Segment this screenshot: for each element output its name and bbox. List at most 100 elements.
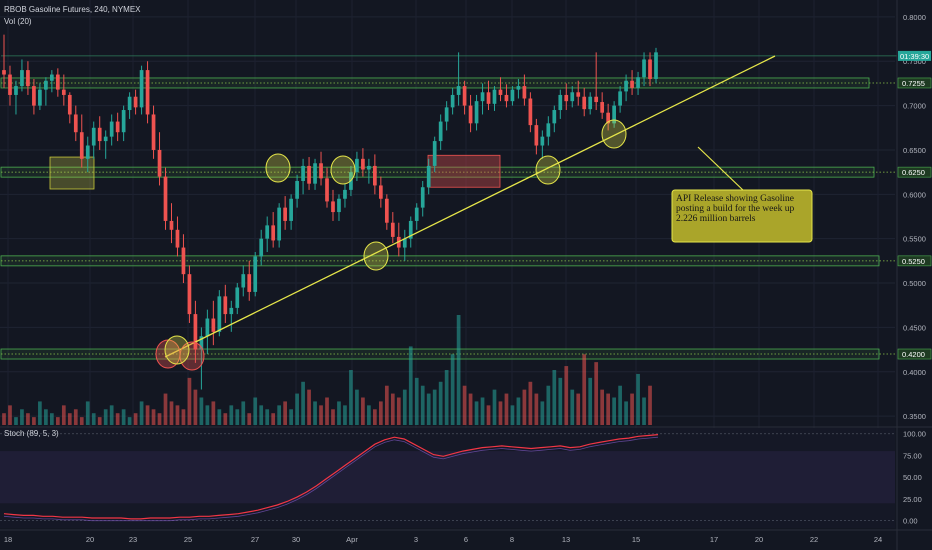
volume-bar [307, 389, 311, 425]
volume-bar [373, 409, 377, 425]
volume-bar [636, 373, 640, 425]
volume-bar [127, 417, 132, 425]
candle-body [127, 96, 132, 111]
chart-title: RBOB Gasoline Futures, 240, NYMEX [4, 5, 141, 14]
volume-bar [528, 381, 533, 425]
volume-bar [355, 389, 359, 425]
volume-bar [277, 405, 282, 425]
time-tick-label: 25 [184, 535, 192, 544]
volume-bar [14, 417, 18, 425]
touch-point-circle [601, 119, 627, 149]
volume-bar [450, 354, 455, 425]
touch-point-circle [265, 153, 291, 183]
level-price-label: 0.5250 [902, 257, 925, 266]
stoch-pane-background [0, 428, 895, 528]
stochastic-pane [0, 426, 932, 528]
candle-body [654, 52, 658, 79]
volume-bars [2, 315, 652, 425]
candle-body [331, 201, 335, 213]
volume-bar [55, 417, 60, 425]
candle-body [103, 136, 108, 142]
candle-body [582, 96, 587, 110]
volume-bar [181, 409, 186, 425]
price-tick-label: 0.4500 [903, 323, 926, 332]
time-tick-label: 15 [632, 535, 640, 544]
candle-body [570, 92, 575, 102]
volume-bar [522, 389, 527, 425]
volume-bar [516, 397, 521, 425]
candle-body [79, 132, 84, 159]
volume-bar [103, 409, 108, 425]
candle-body [151, 114, 156, 150]
volume-bar [151, 409, 156, 425]
volume-bar [67, 413, 72, 425]
trendline [164, 55, 776, 358]
current-time-label: 01:39:30 [900, 52, 929, 61]
volume-bar [414, 377, 419, 425]
volume-bar [259, 405, 264, 425]
volume-bar [265, 409, 270, 425]
candle-body [624, 80, 628, 92]
candle-body [115, 121, 120, 133]
volume-bar [462, 385, 467, 425]
volume-bar [558, 377, 563, 425]
time-tick-label: 20 [755, 535, 763, 544]
volume-bar [361, 397, 365, 425]
candle-body [295, 181, 299, 199]
candle-body [468, 105, 473, 124]
candle-body [558, 94, 563, 111]
candle-body [367, 165, 371, 170]
candle-body [378, 185, 383, 199]
candle-body [289, 198, 293, 221]
volume-bar [61, 405, 66, 425]
candle-body [618, 91, 622, 106]
volume-bar [408, 346, 413, 425]
volume-bar [319, 405, 323, 425]
candle-body [8, 74, 12, 95]
volume-bar [588, 377, 593, 425]
yellow-highlight-box [49, 156, 95, 190]
candle-body [510, 89, 515, 102]
volume-bar [157, 413, 162, 425]
level-price-tag [897, 166, 932, 178]
volume-bar [193, 389, 198, 425]
candle-body [145, 70, 150, 115]
candle-body [109, 121, 114, 137]
candle-body [361, 158, 365, 170]
candle-body [600, 102, 605, 113]
volume-bar [97, 417, 102, 425]
candle-body [408, 220, 413, 239]
support-resistance-zones [0, 55, 897, 360]
candle-body [97, 127, 102, 142]
stoch-indicator-label: Stoch (89, 5, 3) [4, 429, 59, 438]
candle-body [438, 121, 443, 142]
volume-bar [576, 393, 581, 425]
candle-body [588, 96, 593, 110]
candle-body [205, 318, 210, 337]
candle-body [522, 86, 527, 99]
volume-bar [432, 389, 437, 425]
volume-bar [504, 393, 509, 425]
volume-bar [648, 385, 652, 425]
candle-body [456, 86, 461, 95]
volume-bar [133, 413, 138, 425]
level-price-tag [897, 77, 932, 89]
volume-bar [205, 405, 210, 425]
time-tick-label: 30 [292, 535, 300, 544]
candle-body [414, 207, 419, 221]
candle-body [133, 96, 138, 108]
volume-bar [456, 315, 461, 425]
candle-body [235, 287, 240, 308]
volume-bar [552, 370, 557, 425]
candle-body [612, 105, 616, 124]
candle-body [528, 98, 533, 126]
candle-body [486, 92, 491, 104]
candle-body [426, 165, 431, 188]
candle-body [504, 94, 509, 102]
candle-body [169, 220, 174, 230]
candle-body [534, 125, 539, 146]
volume-bar [241, 401, 246, 425]
candle-body [49, 74, 54, 81]
candle-body [241, 274, 246, 288]
candle-body [271, 225, 276, 241]
